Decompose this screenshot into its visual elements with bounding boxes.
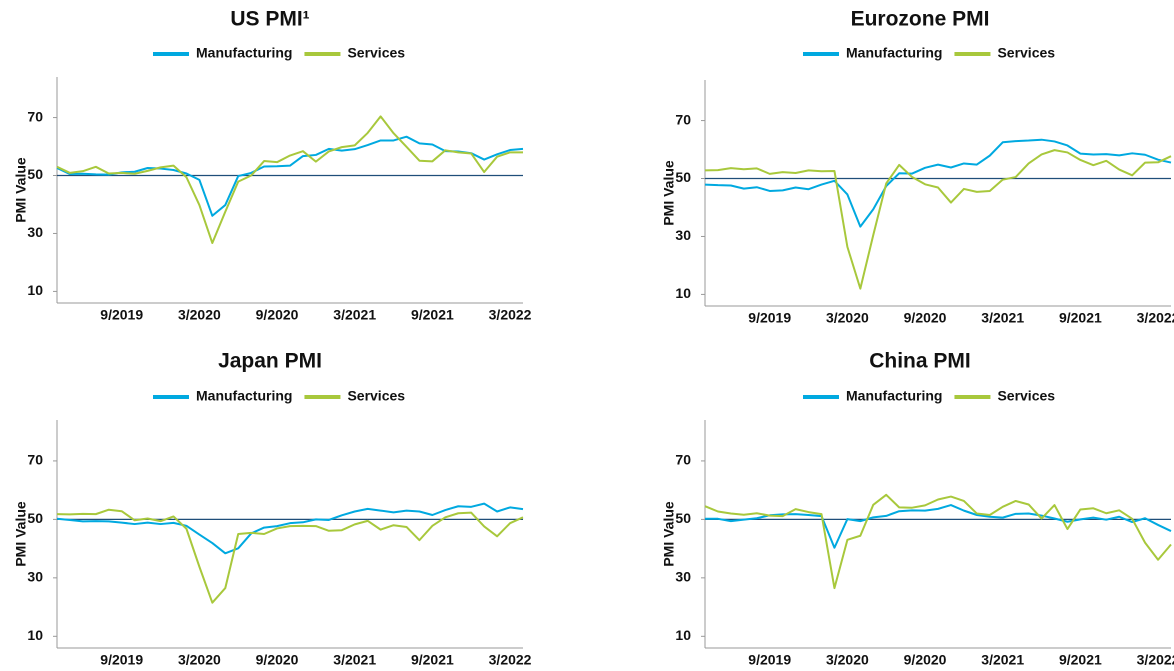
y-tick-label: 30 [27, 569, 43, 585]
x-tick-label: 9/2019 [100, 307, 143, 323]
x-tick-label: 9/2019 [748, 652, 791, 668]
chart-panel: 10 30 50 70 PMI Value 9/2019 3/2020 9/2020 3/202… [13, 8, 532, 323]
legend-label: Manufacturing [846, 388, 942, 404]
chart-title: Japan PMI [218, 350, 322, 373]
data-line [56, 508, 524, 604]
y-tick-label: 50 [675, 510, 691, 526]
chart-panel: 10 30 50 70 PMI Value 9/2019 3/2020 9/2020 3/202… [661, 350, 1174, 668]
y-axis-label: PMI Value [661, 160, 677, 226]
data-line [704, 493, 1172, 590]
legend-label: Services [347, 388, 405, 404]
x-tick-label: 9/2021 [1059, 310, 1102, 326]
x-tick-label: 3/2021 [333, 652, 376, 668]
x-tick-label: 3/2020 [178, 307, 221, 323]
y-tick-label: 70 [27, 452, 43, 468]
y-tick-label: 70 [675, 452, 691, 468]
x-tick-label: 3/2020 [826, 652, 869, 668]
x-tick-label: 9/2020 [904, 652, 947, 668]
x-tick-label: 3/2020 [826, 310, 869, 326]
x-tick-label: 3/2022 [1137, 652, 1174, 668]
legend-label: Manufacturing [196, 45, 292, 61]
x-tick-label: 9/2021 [1059, 652, 1102, 668]
y-tick-label: 10 [27, 282, 43, 298]
chart-panel: 10 30 50 70 PMI Value 9/2019 3/2020 9/2020 3/202… [661, 8, 1174, 326]
y-tick-label: 30 [675, 227, 691, 243]
x-tick-label: 9/2020 [256, 307, 299, 323]
y-tick-label: 50 [27, 510, 43, 526]
x-tick-label: 3/2020 [178, 652, 221, 668]
x-tick-label: 3/2022 [1137, 310, 1174, 326]
x-tick-label: 9/2020 [256, 652, 299, 668]
x-tick-label: 3/2022 [489, 652, 532, 668]
x-tick-label: 3/2021 [981, 652, 1024, 668]
x-tick-label: 9/2019 [100, 652, 143, 668]
y-axis-label: PMI Value [661, 501, 677, 567]
y-tick-label: 10 [675, 285, 691, 301]
chart-panel: 10 30 50 70 PMI Value 9/2019 3/2020 9/2020 3/202… [13, 350, 532, 668]
y-tick-label: 70 [27, 108, 43, 124]
chart-title: Eurozone PMI [851, 8, 990, 31]
data-line [704, 149, 1172, 290]
y-axis-label: PMI Value [13, 501, 29, 567]
x-tick-label: 9/2019 [748, 310, 791, 326]
y-tick-label: 10 [27, 627, 43, 643]
x-tick-label: 3/2022 [489, 307, 532, 323]
data-line [56, 135, 524, 217]
x-tick-label: 3/2021 [981, 310, 1024, 326]
y-tick-label: 10 [675, 627, 691, 643]
x-tick-label: 9/2021 [411, 652, 454, 668]
data-line [705, 504, 1172, 549]
legend-label: Manufacturing [196, 388, 292, 404]
x-tick-label: 3/2021 [333, 307, 376, 323]
chart-title: US PMI¹ [230, 8, 309, 31]
legend-label: Services [997, 45, 1055, 61]
y-tick-label: 30 [675, 569, 691, 585]
y-axis-label: PMI Value [13, 157, 29, 223]
legend-label: Services [997, 388, 1055, 404]
legend-label: Services [347, 45, 405, 61]
y-tick-label: 50 [675, 169, 691, 185]
data-line [56, 502, 524, 555]
y-tick-label: 70 [675, 111, 691, 127]
data-line [56, 115, 523, 245]
legend-label: Manufacturing [846, 45, 942, 61]
y-tick-label: 50 [27, 166, 43, 182]
data-line [704, 138, 1172, 228]
y-tick-label: 30 [27, 224, 43, 240]
x-tick-label: 9/2020 [904, 310, 947, 326]
chart-title: China PMI [869, 350, 971, 373]
x-tick-label: 9/2021 [411, 307, 454, 323]
